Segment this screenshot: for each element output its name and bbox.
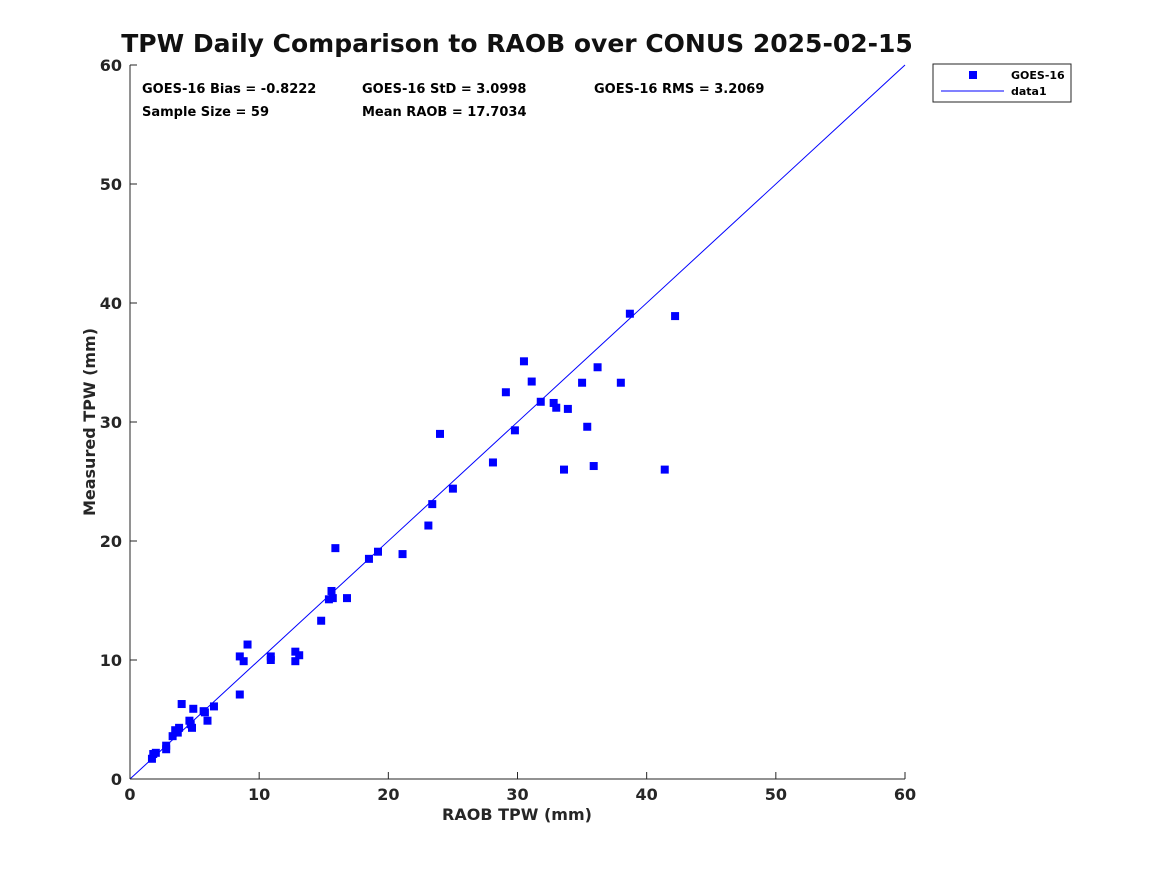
data-point bbox=[203, 716, 212, 725]
data-point bbox=[189, 704, 198, 713]
data-point bbox=[398, 550, 407, 559]
y-tick-label: 60 bbox=[100, 56, 122, 75]
data-point bbox=[364, 554, 373, 563]
y-axis-ticks: 0 10 20 30 40 50 60 bbox=[100, 56, 137, 789]
x-tick-label: 0 bbox=[124, 785, 135, 804]
x-axis-ticks: 0 10 20 30 40 50 60 bbox=[124, 772, 916, 804]
plot-area: 0 10 20 30 40 50 60 0 10 20 30 40 50 60 bbox=[100, 56, 916, 804]
data-point bbox=[175, 723, 184, 732]
y-axis-label: Measured TPW (mm) bbox=[80, 328, 99, 516]
x-axis-label: RAOB TPW (mm) bbox=[442, 805, 592, 824]
data-point bbox=[424, 521, 433, 530]
data-point bbox=[200, 708, 209, 717]
y-tick-label: 10 bbox=[100, 651, 122, 670]
data-point bbox=[428, 500, 437, 509]
x-tick-label: 20 bbox=[377, 785, 399, 804]
legend: GOES-16 data1 bbox=[932, 63, 1072, 103]
x-tick-label: 40 bbox=[636, 785, 658, 804]
reference-line-layer bbox=[129, 64, 906, 780]
legend-box bbox=[932, 63, 1072, 103]
legend-marker-goes16 bbox=[969, 71, 977, 79]
data-point bbox=[563, 404, 572, 413]
data-point bbox=[291, 657, 300, 666]
stat-mean-raob: Mean RAOB = 17.7034 bbox=[362, 105, 527, 120]
data-point bbox=[162, 741, 171, 750]
data-point bbox=[583, 422, 592, 431]
y-tick-label: 50 bbox=[100, 175, 122, 194]
data-point bbox=[660, 465, 669, 474]
y-tick-label: 20 bbox=[100, 532, 122, 551]
stats-annotations: GOES-16 Bias = -0.8222 GOES-16 StD = 3.0… bbox=[142, 82, 764, 120]
data-point bbox=[501, 388, 510, 397]
data-point bbox=[343, 594, 351, 603]
points-layer bbox=[147, 309, 680, 763]
legend-label-goes16: GOES-16 bbox=[1011, 69, 1065, 82]
data-point bbox=[527, 377, 536, 386]
data-point bbox=[168, 732, 177, 741]
data-point bbox=[328, 594, 337, 603]
data-point bbox=[317, 616, 326, 625]
data-point bbox=[510, 426, 519, 435]
data-point bbox=[589, 462, 598, 471]
stat-sample-size: Sample Size = 59 bbox=[142, 105, 269, 120]
stat-std: GOES-16 StD = 3.0998 bbox=[362, 82, 526, 97]
data-point bbox=[239, 657, 248, 666]
data-point bbox=[147, 754, 156, 763]
x-tick-label: 50 bbox=[765, 785, 787, 804]
x-tick-label: 10 bbox=[248, 785, 270, 804]
data-point bbox=[488, 458, 497, 467]
data-point bbox=[327, 586, 336, 595]
data-point bbox=[331, 544, 340, 553]
data-point bbox=[235, 690, 244, 699]
stat-bias: GOES-16 Bias = -0.8222 bbox=[142, 82, 316, 97]
data-point bbox=[671, 312, 680, 321]
data-point bbox=[593, 363, 602, 372]
data-point bbox=[173, 728, 182, 737]
data-point bbox=[374, 547, 382, 556]
data-point bbox=[560, 465, 568, 474]
x-tick-label: 60 bbox=[894, 785, 916, 804]
data-point bbox=[625, 309, 634, 318]
stat-rms: GOES-16 RMS = 3.2069 bbox=[594, 82, 764, 97]
reference-line-data1 bbox=[129, 64, 906, 780]
data-point bbox=[177, 700, 186, 709]
x-tick-label: 30 bbox=[506, 785, 528, 804]
data-point bbox=[578, 378, 587, 387]
data-point bbox=[519, 357, 528, 366]
y-tick-label: 40 bbox=[100, 294, 122, 313]
chart-title: TPW Daily Comparison to RAOB over CONUS … bbox=[121, 29, 913, 58]
data-point bbox=[549, 398, 558, 407]
data-point bbox=[266, 652, 275, 661]
y-tick-label: 0 bbox=[111, 770, 122, 789]
data-point bbox=[436, 429, 444, 438]
data-point bbox=[188, 723, 196, 732]
data-point bbox=[235, 652, 244, 661]
data-point bbox=[209, 702, 218, 711]
data-point bbox=[295, 651, 304, 660]
data-point bbox=[448, 484, 457, 493]
data-point bbox=[536, 397, 545, 406]
data-point bbox=[552, 403, 561, 412]
legend-label-data1: data1 bbox=[1011, 85, 1047, 98]
data-point bbox=[151, 748, 160, 757]
data-point bbox=[243, 640, 252, 649]
y-tick-label: 30 bbox=[100, 413, 122, 432]
data-point bbox=[616, 378, 625, 387]
